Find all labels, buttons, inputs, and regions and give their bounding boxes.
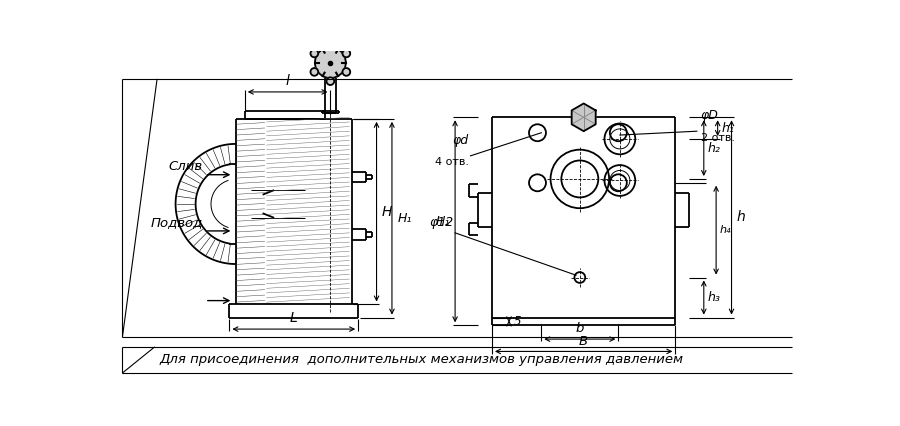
Text: φ12: φ12 xyxy=(429,216,454,229)
Text: H: H xyxy=(382,204,392,219)
Text: Слив: Слив xyxy=(168,160,202,173)
Text: φd: φd xyxy=(453,134,469,147)
Text: B: B xyxy=(579,334,589,348)
Text: h₁: h₁ xyxy=(722,121,734,135)
Text: H₁: H₁ xyxy=(397,212,411,225)
Circle shape xyxy=(327,40,334,48)
Text: l: l xyxy=(285,74,290,88)
Circle shape xyxy=(343,49,350,57)
Text: 2 отв.: 2 отв. xyxy=(701,133,734,143)
Circle shape xyxy=(310,68,319,76)
Text: 4 отв.: 4 отв. xyxy=(435,157,469,167)
Text: H₁: H₁ xyxy=(436,215,451,228)
Circle shape xyxy=(310,49,319,57)
Circle shape xyxy=(327,77,334,85)
Text: Подвод: Подвод xyxy=(150,216,202,229)
Text: φD: φD xyxy=(701,109,718,122)
Polygon shape xyxy=(572,104,596,131)
Text: h₂: h₂ xyxy=(707,141,721,155)
Text: h₄: h₄ xyxy=(719,225,731,235)
Text: Для присоединения  дополнительных механизмов управления давлением: Для присоединения дополнительных механиз… xyxy=(159,354,683,366)
Text: L: L xyxy=(290,311,298,325)
Circle shape xyxy=(343,68,350,76)
Text: 5: 5 xyxy=(514,315,521,328)
Text: h₃: h₃ xyxy=(707,291,721,304)
Text: b: b xyxy=(576,322,584,335)
Polygon shape xyxy=(315,47,346,78)
Text: h: h xyxy=(736,210,745,225)
